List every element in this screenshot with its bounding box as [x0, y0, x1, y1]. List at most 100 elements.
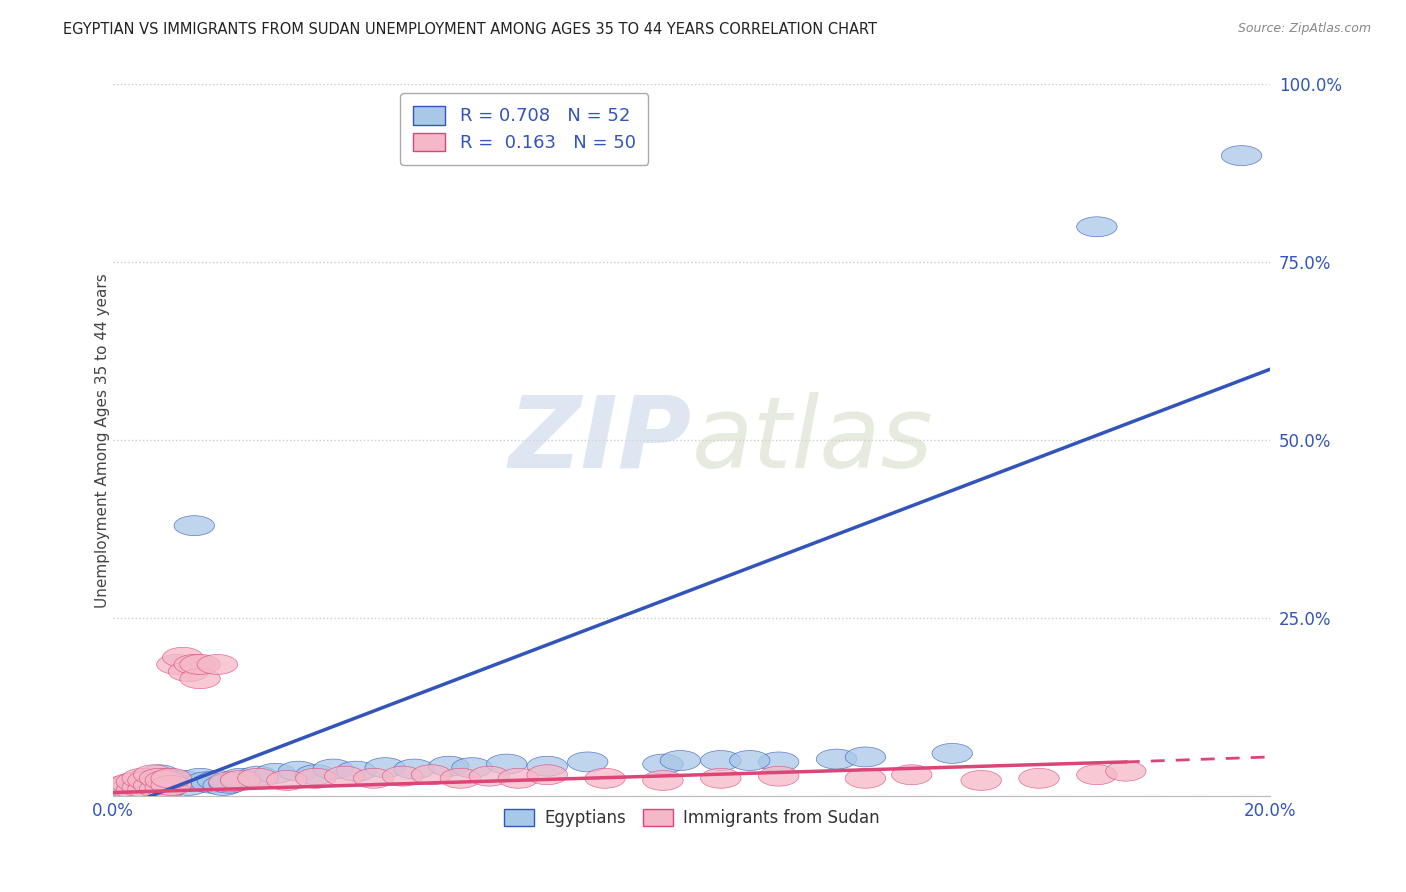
Ellipse shape — [314, 759, 353, 779]
Ellipse shape — [295, 768, 336, 789]
Ellipse shape — [238, 766, 278, 786]
Ellipse shape — [730, 750, 770, 771]
Ellipse shape — [238, 768, 278, 789]
Ellipse shape — [202, 775, 243, 796]
Ellipse shape — [758, 766, 799, 786]
Ellipse shape — [169, 775, 208, 796]
Ellipse shape — [111, 782, 150, 802]
Ellipse shape — [180, 655, 221, 674]
Ellipse shape — [98, 779, 139, 799]
Ellipse shape — [411, 764, 451, 785]
Ellipse shape — [104, 778, 145, 797]
Ellipse shape — [486, 754, 527, 774]
Ellipse shape — [122, 781, 163, 801]
Ellipse shape — [643, 754, 683, 774]
Ellipse shape — [470, 766, 509, 786]
Ellipse shape — [932, 743, 973, 764]
Ellipse shape — [139, 764, 180, 785]
Ellipse shape — [163, 648, 202, 667]
Ellipse shape — [643, 771, 683, 790]
Ellipse shape — [221, 771, 260, 790]
Text: ZIP: ZIP — [509, 392, 692, 489]
Ellipse shape — [659, 750, 700, 771]
Ellipse shape — [145, 771, 186, 790]
Ellipse shape — [440, 768, 481, 789]
Ellipse shape — [527, 756, 568, 776]
Ellipse shape — [382, 766, 423, 786]
Ellipse shape — [394, 759, 434, 779]
Ellipse shape — [117, 773, 156, 793]
Ellipse shape — [451, 757, 492, 778]
Ellipse shape — [145, 778, 186, 797]
Ellipse shape — [180, 768, 221, 789]
Ellipse shape — [150, 775, 191, 796]
Ellipse shape — [122, 772, 163, 792]
Text: Source: ZipAtlas.com: Source: ZipAtlas.com — [1237, 22, 1371, 36]
Ellipse shape — [139, 779, 180, 799]
Ellipse shape — [150, 768, 191, 789]
Ellipse shape — [845, 747, 886, 767]
Text: atlas: atlas — [692, 392, 934, 489]
Ellipse shape — [254, 764, 295, 783]
Ellipse shape — [122, 768, 163, 789]
Ellipse shape — [366, 757, 405, 778]
Ellipse shape — [134, 775, 174, 796]
Ellipse shape — [960, 771, 1001, 790]
Ellipse shape — [498, 768, 538, 789]
Ellipse shape — [197, 655, 238, 674]
Ellipse shape — [128, 779, 169, 799]
Ellipse shape — [134, 771, 174, 790]
Ellipse shape — [585, 768, 626, 789]
Ellipse shape — [700, 768, 741, 789]
Ellipse shape — [1019, 768, 1059, 789]
Ellipse shape — [197, 771, 238, 790]
Ellipse shape — [891, 764, 932, 785]
Ellipse shape — [128, 768, 169, 789]
Ellipse shape — [111, 779, 150, 799]
Ellipse shape — [845, 768, 886, 789]
Ellipse shape — [145, 768, 186, 789]
Ellipse shape — [128, 771, 169, 790]
Ellipse shape — [208, 773, 249, 793]
Ellipse shape — [267, 771, 307, 790]
Ellipse shape — [1105, 761, 1146, 781]
Ellipse shape — [117, 779, 156, 799]
Ellipse shape — [145, 779, 186, 799]
Ellipse shape — [150, 773, 191, 793]
Ellipse shape — [186, 772, 226, 792]
Ellipse shape — [1222, 145, 1261, 166]
Ellipse shape — [1077, 217, 1118, 236]
Ellipse shape — [163, 771, 202, 790]
Ellipse shape — [191, 773, 232, 793]
Legend: Egyptians, Immigrants from Sudan: Egyptians, Immigrants from Sudan — [498, 803, 886, 834]
Ellipse shape — [104, 780, 145, 800]
Ellipse shape — [156, 655, 197, 674]
Ellipse shape — [174, 516, 215, 535]
Ellipse shape — [295, 764, 336, 785]
Ellipse shape — [817, 749, 856, 769]
Ellipse shape — [208, 772, 249, 792]
Ellipse shape — [111, 773, 150, 793]
Ellipse shape — [169, 662, 208, 681]
Ellipse shape — [1077, 764, 1118, 785]
Ellipse shape — [111, 775, 150, 796]
Ellipse shape — [134, 764, 174, 785]
Ellipse shape — [104, 775, 145, 796]
Y-axis label: Unemployment Among Ages 35 to 44 years: Unemployment Among Ages 35 to 44 years — [94, 273, 110, 607]
Ellipse shape — [139, 768, 180, 789]
Ellipse shape — [104, 780, 145, 800]
Ellipse shape — [353, 768, 394, 789]
Ellipse shape — [325, 766, 366, 786]
Text: EGYPTIAN VS IMMIGRANTS FROM SUDAN UNEMPLOYMENT AMONG AGES 35 TO 44 YEARS CORRELA: EGYPTIAN VS IMMIGRANTS FROM SUDAN UNEMPL… — [63, 22, 877, 37]
Ellipse shape — [117, 780, 156, 800]
Ellipse shape — [98, 782, 139, 803]
Ellipse shape — [174, 655, 215, 674]
Ellipse shape — [156, 772, 197, 792]
Ellipse shape — [128, 778, 169, 797]
Ellipse shape — [117, 772, 156, 792]
Ellipse shape — [758, 752, 799, 772]
Ellipse shape — [221, 768, 260, 789]
Ellipse shape — [278, 761, 319, 781]
Ellipse shape — [700, 750, 741, 771]
Ellipse shape — [134, 780, 174, 799]
